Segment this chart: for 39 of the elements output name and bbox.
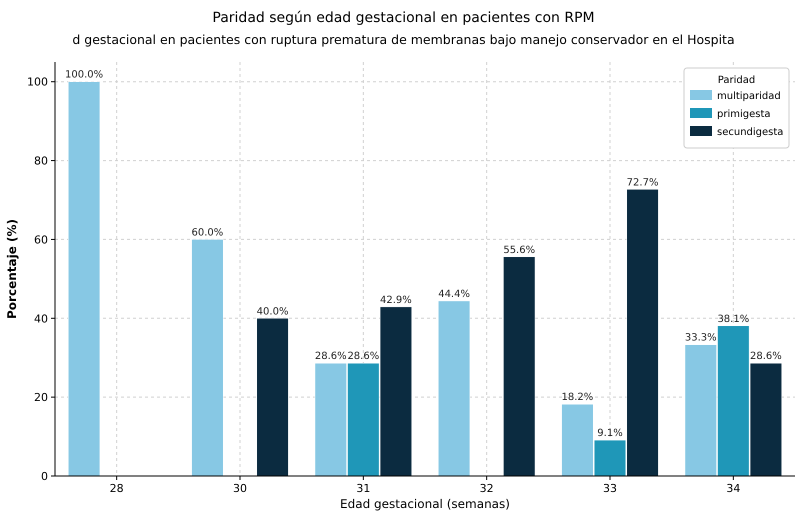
chart-title: Paridad según edad gestacional en pacientes con RPM: [212, 10, 595, 26]
x-tick-label: 28: [110, 482, 124, 495]
legend-label: multiparidad: [717, 91, 781, 102]
data-label: 100.0%: [65, 70, 104, 81]
y-tick-label: 60: [34, 233, 48, 246]
x-tick-label: 30: [233, 482, 247, 495]
bar: [256, 318, 289, 476]
data-label: 28.6%: [750, 351, 782, 362]
bar: [191, 239, 224, 476]
data-label: 9.1%: [597, 428, 623, 440]
data-label: 38.1%: [717, 314, 750, 325]
x-axis-title: Edad gestacional (semanas): [340, 497, 510, 511]
x-tick-label: 33: [603, 482, 617, 495]
bar: [438, 300, 470, 476]
data-label: 42.9%: [380, 294, 412, 306]
legend-label: primigesta: [717, 109, 771, 120]
data-label: 44.4%: [438, 288, 470, 300]
y-axis-title: Porcentaje (%): [5, 218, 19, 320]
chart-subtitle: d gestacional en pacientes con ruptura prematura de membranas bajo manejo conservador en el Hospita: [72, 32, 735, 47]
x-tick-label: 34: [726, 482, 740, 495]
data-label: 60.0%: [192, 227, 224, 238]
data-label: 40.0%: [256, 306, 288, 318]
x-tick-label: 32: [480, 482, 494, 495]
y-tick-label: 0: [41, 470, 48, 483]
data-label: 55.6%: [503, 244, 536, 256]
data-label: 28.6%: [314, 351, 347, 362]
data-label: 33.3%: [684, 332, 717, 344]
y-tick-label: 40: [34, 312, 48, 326]
y-tick-label: 20: [34, 391, 48, 404]
data-label: 28.6%: [347, 351, 380, 362]
legend-title: Paridad: [718, 75, 756, 86]
data-label: 18.2%: [562, 392, 594, 404]
bar: [503, 256, 536, 476]
y-tick-label: 80: [34, 154, 48, 168]
data-label: 72.7%: [626, 177, 658, 188]
legend-label: secundigesta: [717, 127, 784, 138]
x-tick-label: 31: [356, 482, 370, 495]
bar: [68, 81, 100, 476]
y-tick-label: 100: [27, 76, 48, 89]
